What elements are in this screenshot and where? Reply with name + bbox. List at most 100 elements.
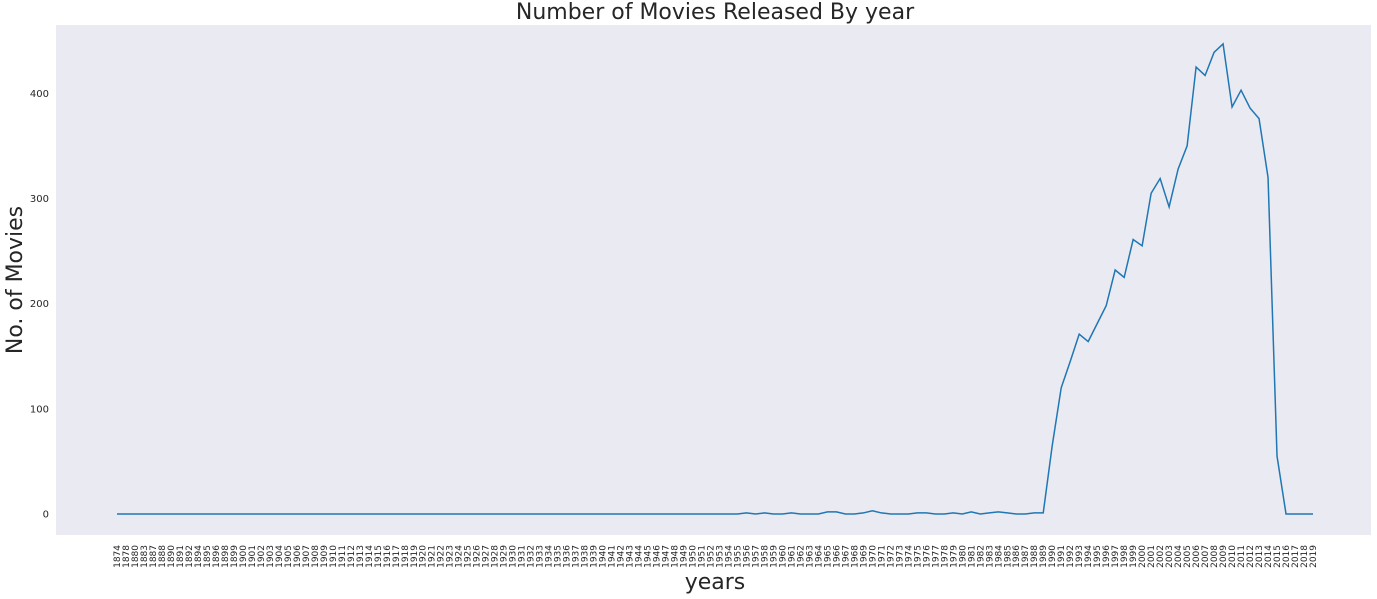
- x-tick-label: 2006: [1192, 545, 1202, 568]
- x-tick-label: 1888: [158, 545, 168, 568]
- x-tick-label: 1961: [787, 545, 797, 568]
- x-tick-label: 1956: [742, 545, 752, 568]
- x-tick-label: 1915: [374, 545, 384, 568]
- x-tick-label: 1946: [653, 545, 663, 568]
- x-tick-label: 2017: [1291, 545, 1301, 568]
- x-tick-label: 1878: [122, 545, 132, 568]
- x-tick-label: 2003: [1165, 545, 1175, 568]
- x-tick-label: 1992: [1066, 545, 1076, 568]
- x-tick-label: 1963: [805, 545, 815, 568]
- x-tick-label: 1979: [949, 545, 959, 568]
- x-tick-label: 1918: [401, 545, 411, 568]
- x-tick-label: 1983: [985, 545, 995, 568]
- x-tick-label: 1935: [554, 545, 564, 568]
- x-tick-label: 1996: [1102, 545, 1112, 568]
- x-tick-label: 1930: [509, 545, 519, 568]
- x-tick-label: 2010: [1228, 545, 1238, 568]
- x-tick-label: 1990: [1048, 545, 1058, 568]
- x-tick-label: 1936: [563, 545, 573, 568]
- x-axis-label: years: [685, 570, 746, 595]
- series-line: [117, 42, 1313, 515]
- y-tick-label: 300: [30, 194, 49, 205]
- x-tick-label: 1933: [536, 545, 546, 568]
- x-tick-label: 1923: [446, 545, 456, 568]
- x-tick-label: 1940: [599, 545, 609, 568]
- x-tick-label: 1903: [266, 545, 276, 568]
- y-axis-label: No. of Movies: [3, 206, 28, 354]
- x-tick-label: 1970: [868, 545, 878, 568]
- x-tick-label: 1939: [590, 545, 600, 568]
- x-tick-label: 2002: [1156, 545, 1166, 568]
- x-tick-label: 1937: [572, 545, 582, 568]
- x-tick-label: 1942: [617, 545, 627, 568]
- x-tick-label: 1945: [644, 545, 654, 568]
- x-tick-label: 1924: [455, 545, 465, 568]
- x-tick-label: 1916: [383, 545, 393, 568]
- x-tick-label: 1944: [635, 545, 645, 568]
- x-tick-label: 2005: [1183, 545, 1193, 568]
- x-tick-label: 1959: [769, 545, 779, 568]
- x-tick-label: 1951: [698, 545, 708, 568]
- x-tick-label: 1957: [751, 545, 761, 568]
- x-tick-label: 1922: [437, 545, 447, 568]
- x-tick-label: 1966: [832, 545, 842, 568]
- x-tick-label: 1904: [275, 545, 285, 568]
- y-tick-label: 100: [30, 404, 49, 415]
- x-tick-label: 1964: [814, 545, 824, 568]
- x-tick-label: 1949: [680, 545, 690, 568]
- x-tick-label: 1960: [778, 545, 788, 568]
- x-tick-label: 1988: [1030, 545, 1040, 568]
- x-tick-label: 1950: [689, 545, 699, 568]
- x-tick-label: 1978: [940, 545, 950, 568]
- x-tick-label: 1981: [967, 545, 977, 568]
- x-tick-label: 2018: [1300, 545, 1310, 568]
- x-tick-label: 1912: [347, 545, 357, 568]
- y-tick-label: 0: [43, 509, 49, 520]
- x-tick-label: 2007: [1201, 545, 1211, 568]
- x-tick-label: 1941: [608, 545, 618, 568]
- x-tick-label: 1921: [428, 545, 438, 568]
- x-tick-label: 1982: [976, 545, 986, 568]
- x-tick-label: 1901: [248, 545, 258, 568]
- x-tick-label: 1968: [850, 545, 860, 568]
- x-tick-label: 1995: [1093, 545, 1103, 568]
- x-tick-label: 1986: [1012, 545, 1022, 568]
- x-tick-label: 1972: [886, 545, 896, 568]
- x-tick-label: 1962: [796, 545, 806, 568]
- x-tick-label: 1883: [140, 545, 150, 568]
- x-tick-label: 1947: [662, 545, 672, 568]
- x-tick-label: 2009: [1219, 545, 1229, 568]
- x-tick-label: 1914: [365, 545, 375, 568]
- x-tick-label: 1896: [212, 545, 222, 568]
- x-tick-label: 2001: [1147, 545, 1157, 568]
- x-tick-label: 1969: [859, 545, 869, 568]
- x-tick-label: 1908: [311, 545, 321, 568]
- x-tick-label: 1920: [419, 545, 429, 568]
- x-tick-label: 1955: [733, 545, 743, 568]
- x-tick-label: 1894: [194, 545, 204, 568]
- x-tick-label: 1975: [913, 545, 923, 568]
- x-tick-label: 2016: [1282, 545, 1292, 568]
- x-tick-label: 1971: [877, 545, 887, 568]
- x-tick-label: 1910: [329, 545, 339, 568]
- x-tick-label: 1890: [167, 545, 177, 568]
- x-tick-label: 1999: [1129, 545, 1139, 568]
- x-tick-label: 1892: [185, 545, 195, 568]
- x-tick-label: 1948: [671, 545, 681, 568]
- x-tick-label: 1994: [1084, 545, 1094, 568]
- x-tick-label: 1906: [293, 545, 303, 568]
- x-tick-label: 2008: [1210, 545, 1220, 568]
- x-tick-label: 1898: [221, 545, 231, 568]
- x-tick-label: 1931: [518, 545, 528, 568]
- x-tick-label: 1965: [823, 545, 833, 568]
- x-tick-label: 1895: [203, 545, 213, 568]
- x-tick-label: 1880: [131, 545, 141, 568]
- x-tick-label: 1938: [581, 545, 591, 568]
- x-tick-label: 1874: [113, 545, 123, 568]
- x-tick-label: 2013: [1255, 545, 1265, 568]
- x-tick-label: 2012: [1246, 545, 1256, 568]
- x-tick-label: 1907: [302, 545, 312, 568]
- x-tick-label: 1899: [230, 545, 240, 568]
- y-tick-label: 200: [30, 299, 49, 310]
